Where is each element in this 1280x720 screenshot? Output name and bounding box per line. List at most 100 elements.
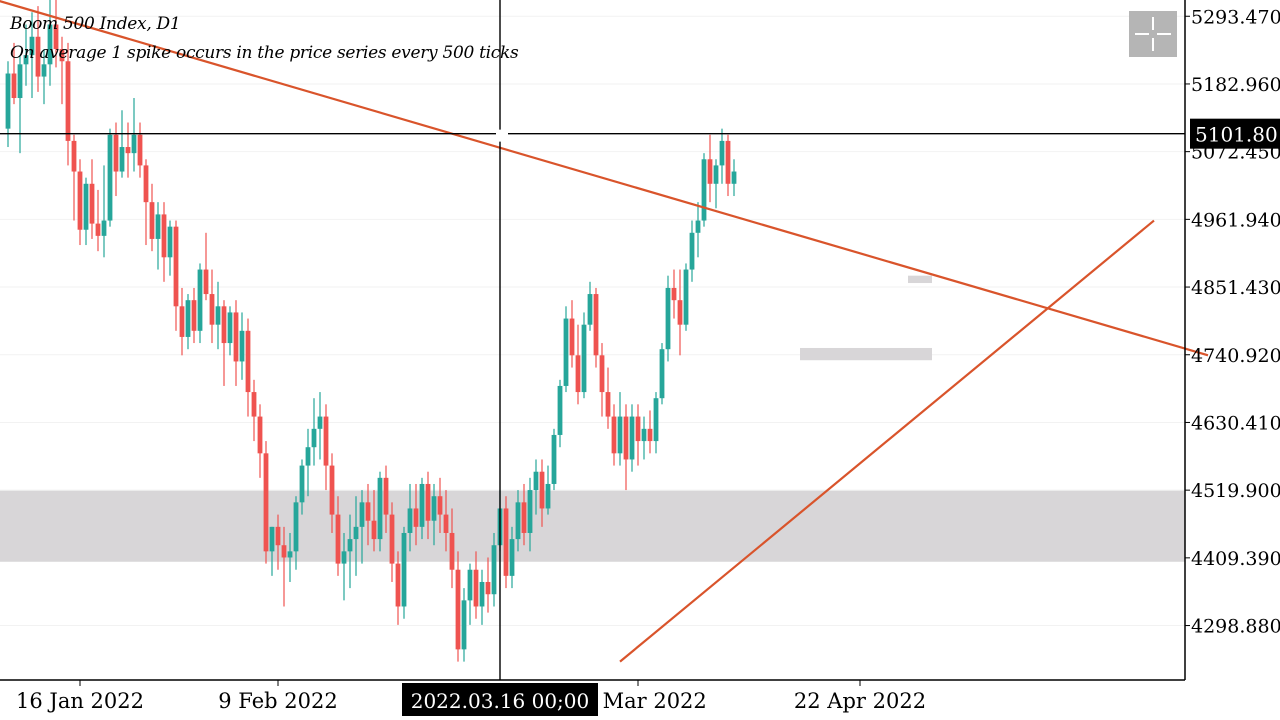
candle-bullish[interactable] — [167, 226, 173, 258]
candle-bearish[interactable] — [575, 355, 581, 393]
candles[interactable] — [5, 0, 737, 662]
candle-bearish[interactable] — [599, 355, 605, 393]
candle-bullish[interactable] — [533, 471, 539, 491]
candle-bearish[interactable] — [65, 61, 71, 141]
candle-bullish[interactable] — [689, 232, 695, 270]
candle-bearish[interactable] — [257, 416, 263, 454]
candle-bearish[interactable] — [281, 545, 287, 558]
candle-bullish[interactable] — [653, 398, 659, 442]
candle-bullish[interactable] — [215, 306, 221, 325]
candle-bullish[interactable] — [719, 140, 725, 166]
candle-bearish[interactable] — [437, 496, 443, 515]
candle-bullish[interactable] — [683, 269, 689, 325]
candle-bullish[interactable] — [545, 483, 551, 509]
candle-bearish[interactable] — [707, 159, 713, 184]
candle-bearish[interactable] — [233, 312, 239, 362]
candle-bearish[interactable] — [521, 502, 527, 533]
candle-bearish[interactable] — [569, 318, 575, 356]
candle-bearish[interactable] — [191, 300, 197, 331]
candle-bullish[interactable] — [641, 428, 647, 442]
candle-bearish[interactable] — [203, 269, 209, 295]
candle-bearish[interactable] — [455, 569, 461, 650]
candle-bearish[interactable] — [605, 392, 611, 417]
candle-bullish[interactable] — [29, 36, 35, 56]
candle-bearish[interactable] — [137, 134, 143, 166]
candle-bearish[interactable] — [251, 392, 257, 417]
candle-bullish[interactable] — [713, 165, 719, 184]
candle-bearish[interactable] — [161, 214, 167, 258]
candle-bullish[interactable] — [551, 434, 557, 484]
candle-bearish[interactable] — [77, 171, 83, 230]
candle-bullish[interactable] — [407, 508, 413, 533]
candle-bearish[interactable] — [593, 294, 599, 356]
candle-bearish[interactable] — [335, 514, 341, 564]
candle-bullish[interactable] — [269, 526, 275, 552]
candle-bearish[interactable] — [113, 134, 119, 172]
candle-bullish[interactable] — [5, 73, 11, 129]
candle-bearish[interactable] — [95, 223, 101, 236]
candle-bullish[interactable] — [299, 465, 305, 503]
candle-bearish[interactable] — [395, 563, 401, 607]
candle-bearish[interactable] — [635, 416, 641, 442]
candle-bullish[interactable] — [101, 220, 107, 236]
candle-bullish[interactable] — [401, 532, 407, 607]
candle-bullish[interactable] — [305, 447, 311, 466]
candle-bullish[interactable] — [515, 502, 521, 540]
candle-bearish[interactable] — [35, 36, 41, 77]
candle-bullish[interactable] — [359, 502, 365, 527]
candle-bullish[interactable] — [617, 416, 623, 454]
candle-bearish[interactable] — [323, 416, 329, 466]
candle-bullish[interactable] — [119, 147, 125, 172]
candle-bearish[interactable] — [539, 471, 545, 509]
candle-bearish[interactable] — [143, 165, 149, 203]
candle-bullish[interactable] — [317, 416, 323, 429]
candle-bearish[interactable] — [173, 226, 179, 307]
candle-bearish[interactable] — [611, 416, 617, 454]
candle-bullish[interactable] — [185, 300, 191, 337]
candle-bearish[interactable] — [209, 294, 215, 325]
candle-bearish[interactable] — [365, 502, 371, 521]
candle-bullish[interactable] — [665, 287, 671, 350]
candle-bearish[interactable] — [677, 300, 683, 325]
candle-bullish[interactable] — [581, 324, 587, 393]
candle-bearish[interactable] — [125, 147, 131, 154]
candle-bullish[interactable] — [227, 312, 233, 344]
candle-bullish[interactable] — [563, 318, 569, 386]
trendlines[interactable] — [0, 0, 1209, 663]
candle-bullish[interactable] — [107, 134, 113, 221]
candle-bullish[interactable] — [527, 490, 533, 533]
candle-bullish[interactable] — [419, 483, 425, 527]
candle-bullish[interactable] — [695, 220, 701, 233]
candle-bearish[interactable] — [89, 183, 95, 224]
candle-bearish[interactable] — [473, 569, 479, 607]
candle-bearish[interactable] — [149, 202, 155, 239]
candle-bullish[interactable] — [239, 330, 245, 362]
candle-bearish[interactable] — [443, 514, 449, 533]
candle-bullish[interactable] — [47, 24, 53, 65]
crosshair-button[interactable] — [1129, 11, 1177, 57]
candle-bearish[interactable] — [647, 428, 653, 442]
candle-bullish[interactable] — [467, 569, 473, 601]
candle-bullish[interactable] — [509, 539, 515, 576]
candle-bearish[interactable] — [671, 287, 677, 301]
candle-bearish[interactable] — [449, 532, 455, 570]
candle-bearish[interactable] — [425, 483, 431, 521]
candle-bullish[interactable] — [479, 581, 485, 607]
candle-bullish[interactable] — [629, 416, 635, 460]
candle-bullish[interactable] — [41, 64, 47, 77]
candle-bearish[interactable] — [275, 526, 281, 546]
trendline[interactable] — [619, 219, 1155, 663]
candle-bullish[interactable] — [731, 171, 737, 184]
candle-bullish[interactable] — [353, 526, 359, 540]
candle-bearish[interactable] — [329, 465, 335, 515]
candle-bullish[interactable] — [287, 551, 293, 558]
candle-bullish[interactable] — [83, 183, 89, 230]
candle-bullish[interactable] — [587, 294, 593, 325]
candle-bearish[interactable] — [245, 330, 251, 393]
candle-bearish[interactable] — [53, 24, 59, 50]
candle-bearish[interactable] — [725, 140, 731, 184]
candle-bullish[interactable] — [23, 55, 29, 65]
candle-bullish[interactable] — [461, 600, 467, 650]
candle-bullish[interactable] — [347, 539, 353, 552]
